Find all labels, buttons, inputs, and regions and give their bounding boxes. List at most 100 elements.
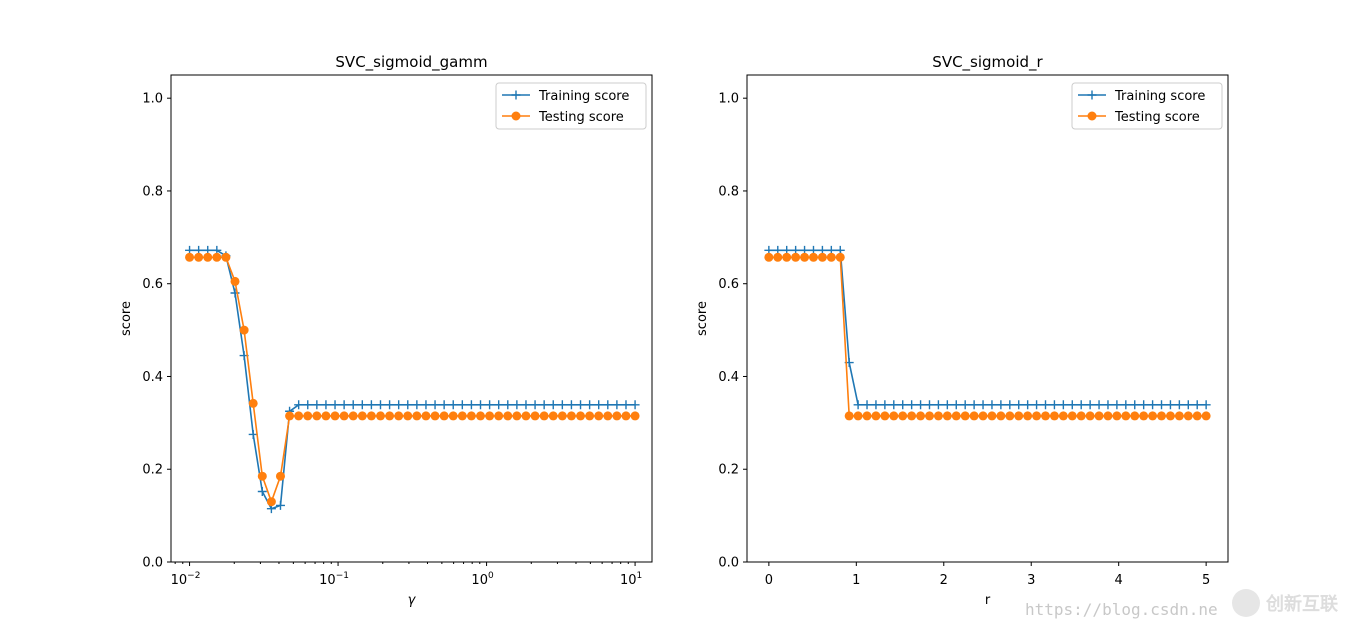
x-tick-label: 5 (1202, 573, 1210, 588)
data-point (557, 411, 567, 421)
data-point (375, 411, 385, 421)
x-tick-label: 2 (940, 573, 948, 588)
data-point (1139, 411, 1149, 421)
data-point (257, 471, 267, 481)
data-point (412, 400, 422, 410)
data-point (1148, 400, 1158, 410)
data-point (348, 400, 358, 410)
data-point (1023, 400, 1033, 410)
data-point (853, 400, 863, 410)
data-point (339, 411, 349, 421)
data-point (1165, 400, 1175, 410)
data-point (594, 411, 604, 421)
data-point (394, 400, 404, 410)
data-point (1201, 411, 1211, 421)
data-point (448, 411, 458, 421)
data-point (1049, 400, 1059, 410)
data-point (889, 411, 899, 421)
data-point (485, 411, 495, 421)
y-tick-label: 1.0 (718, 92, 739, 107)
data-point (1165, 411, 1175, 421)
data-point (430, 411, 440, 421)
data-point (385, 400, 395, 410)
data-point (412, 411, 422, 421)
data-point (266, 497, 276, 507)
data-point (576, 411, 586, 421)
data-point (782, 252, 792, 262)
legend: Training score Testing score (1071, 82, 1223, 130)
x-tick-label: 100 (471, 571, 494, 588)
data-point (275, 471, 285, 481)
data-point (348, 411, 358, 421)
data-point (1130, 411, 1140, 421)
data-point (294, 400, 304, 410)
data-point (366, 411, 376, 421)
data-point (494, 400, 504, 410)
data-point (791, 252, 801, 262)
x-tick-label: 4 (1115, 573, 1123, 588)
data-point (978, 400, 988, 410)
data-point (394, 411, 404, 421)
y-axis-label: score (695, 301, 710, 336)
data-point (880, 400, 890, 410)
x-tick-label: 0 (765, 573, 773, 588)
data-point (871, 411, 881, 421)
legend-marker (1087, 111, 1097, 121)
data-point (194, 252, 204, 262)
y-tick-label: 0.0 (718, 556, 739, 571)
data-point (230, 288, 240, 298)
data-point (630, 411, 640, 421)
data-point (457, 411, 467, 421)
y-tick-label: 0.6 (718, 277, 739, 292)
data-point (403, 400, 413, 410)
data-point (1058, 400, 1068, 410)
data-point (1023, 411, 1033, 421)
data-point (1192, 400, 1202, 410)
data-point (457, 400, 467, 410)
data-point (503, 400, 513, 410)
data-point (1041, 411, 1051, 421)
chart-title: SVC_sigmoid_gamm (335, 53, 487, 72)
data-point (871, 400, 881, 410)
data-point (1112, 411, 1122, 421)
data-point (853, 411, 863, 421)
data-point (835, 252, 845, 262)
data-point (421, 400, 431, 410)
data-point (1174, 400, 1184, 410)
data-point (566, 400, 576, 410)
data-point (385, 411, 395, 421)
data-point (521, 400, 531, 410)
data-point (1085, 400, 1095, 410)
data-point (521, 411, 531, 421)
y-tick-label: 0.2 (718, 463, 739, 478)
data-point (585, 411, 595, 421)
axes-frame (170, 74, 653, 563)
data-point (539, 411, 549, 421)
data-point (375, 400, 385, 410)
data-point (987, 411, 997, 421)
data-point (621, 400, 631, 410)
data-point (476, 400, 486, 410)
data-point (942, 400, 952, 410)
data-point (294, 411, 304, 421)
data-point (485, 400, 495, 410)
data-point (503, 411, 513, 421)
data-point (466, 411, 476, 421)
data-point (566, 411, 576, 421)
data-point (969, 411, 979, 421)
series-line (189, 256, 636, 505)
data-point (494, 411, 504, 421)
data-point (1005, 411, 1015, 421)
series-line (768, 256, 1207, 417)
data-point (1103, 411, 1113, 421)
data-point (1121, 400, 1131, 410)
data-point (330, 411, 340, 421)
series-training (764, 245, 1211, 410)
data-point (203, 252, 213, 262)
data-point (773, 252, 783, 262)
x-tick-label: 10−2 (171, 571, 201, 588)
x-tick-label: 101 (620, 571, 642, 588)
data-point (1192, 411, 1202, 421)
data-point (924, 400, 934, 410)
